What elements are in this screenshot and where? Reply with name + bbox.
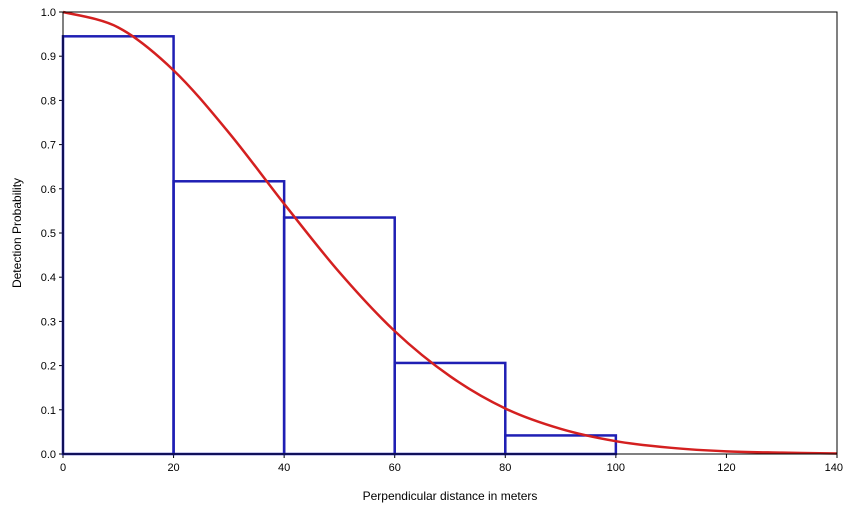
y-tick-label: 0.1 bbox=[41, 405, 56, 417]
y-axis: 0.0 0.1 0.2 0.3 0.4 0.5 0.6 0.7 0.8 0.9 1.0 bbox=[41, 7, 63, 461]
x-tick-label: 140 bbox=[825, 462, 843, 474]
x-tick-label: 0 bbox=[60, 462, 66, 474]
x-tick-label: 100 bbox=[607, 462, 625, 474]
y-tick-label: 0.5 bbox=[41, 228, 56, 240]
y-axis-title: Detection Probability bbox=[10, 178, 24, 288]
x-axis-title: Perpendicular distance in meters bbox=[363, 489, 538, 503]
y-tick-label: 0.4 bbox=[41, 272, 56, 284]
x-tick-label: 20 bbox=[167, 462, 179, 474]
x-tick-label: 120 bbox=[717, 462, 735, 474]
y-tick-label: 0.9 bbox=[41, 51, 56, 63]
x-tick-label: 80 bbox=[499, 462, 511, 474]
y-tick-label: 1.0 bbox=[41, 7, 56, 19]
y-tick-label: 0.2 bbox=[41, 361, 56, 373]
y-tick-label: 0.8 bbox=[41, 95, 56, 107]
y-tick-label: 0.6 bbox=[41, 184, 56, 196]
y-tick-label: 0.0 bbox=[41, 449, 56, 461]
plot-area bbox=[62, 11, 838, 455]
x-tick-label: 60 bbox=[389, 462, 401, 474]
x-tick-label: 40 bbox=[278, 462, 290, 474]
y-tick-label: 0.3 bbox=[41, 316, 56, 328]
detection-curve bbox=[62, 10, 838, 455]
plot-area bbox=[62, 11, 838, 455]
y-tick-label: 0.7 bbox=[41, 140, 56, 152]
x-axis: 0 20 40 60 80 100 120 140 bbox=[60, 454, 843, 474]
